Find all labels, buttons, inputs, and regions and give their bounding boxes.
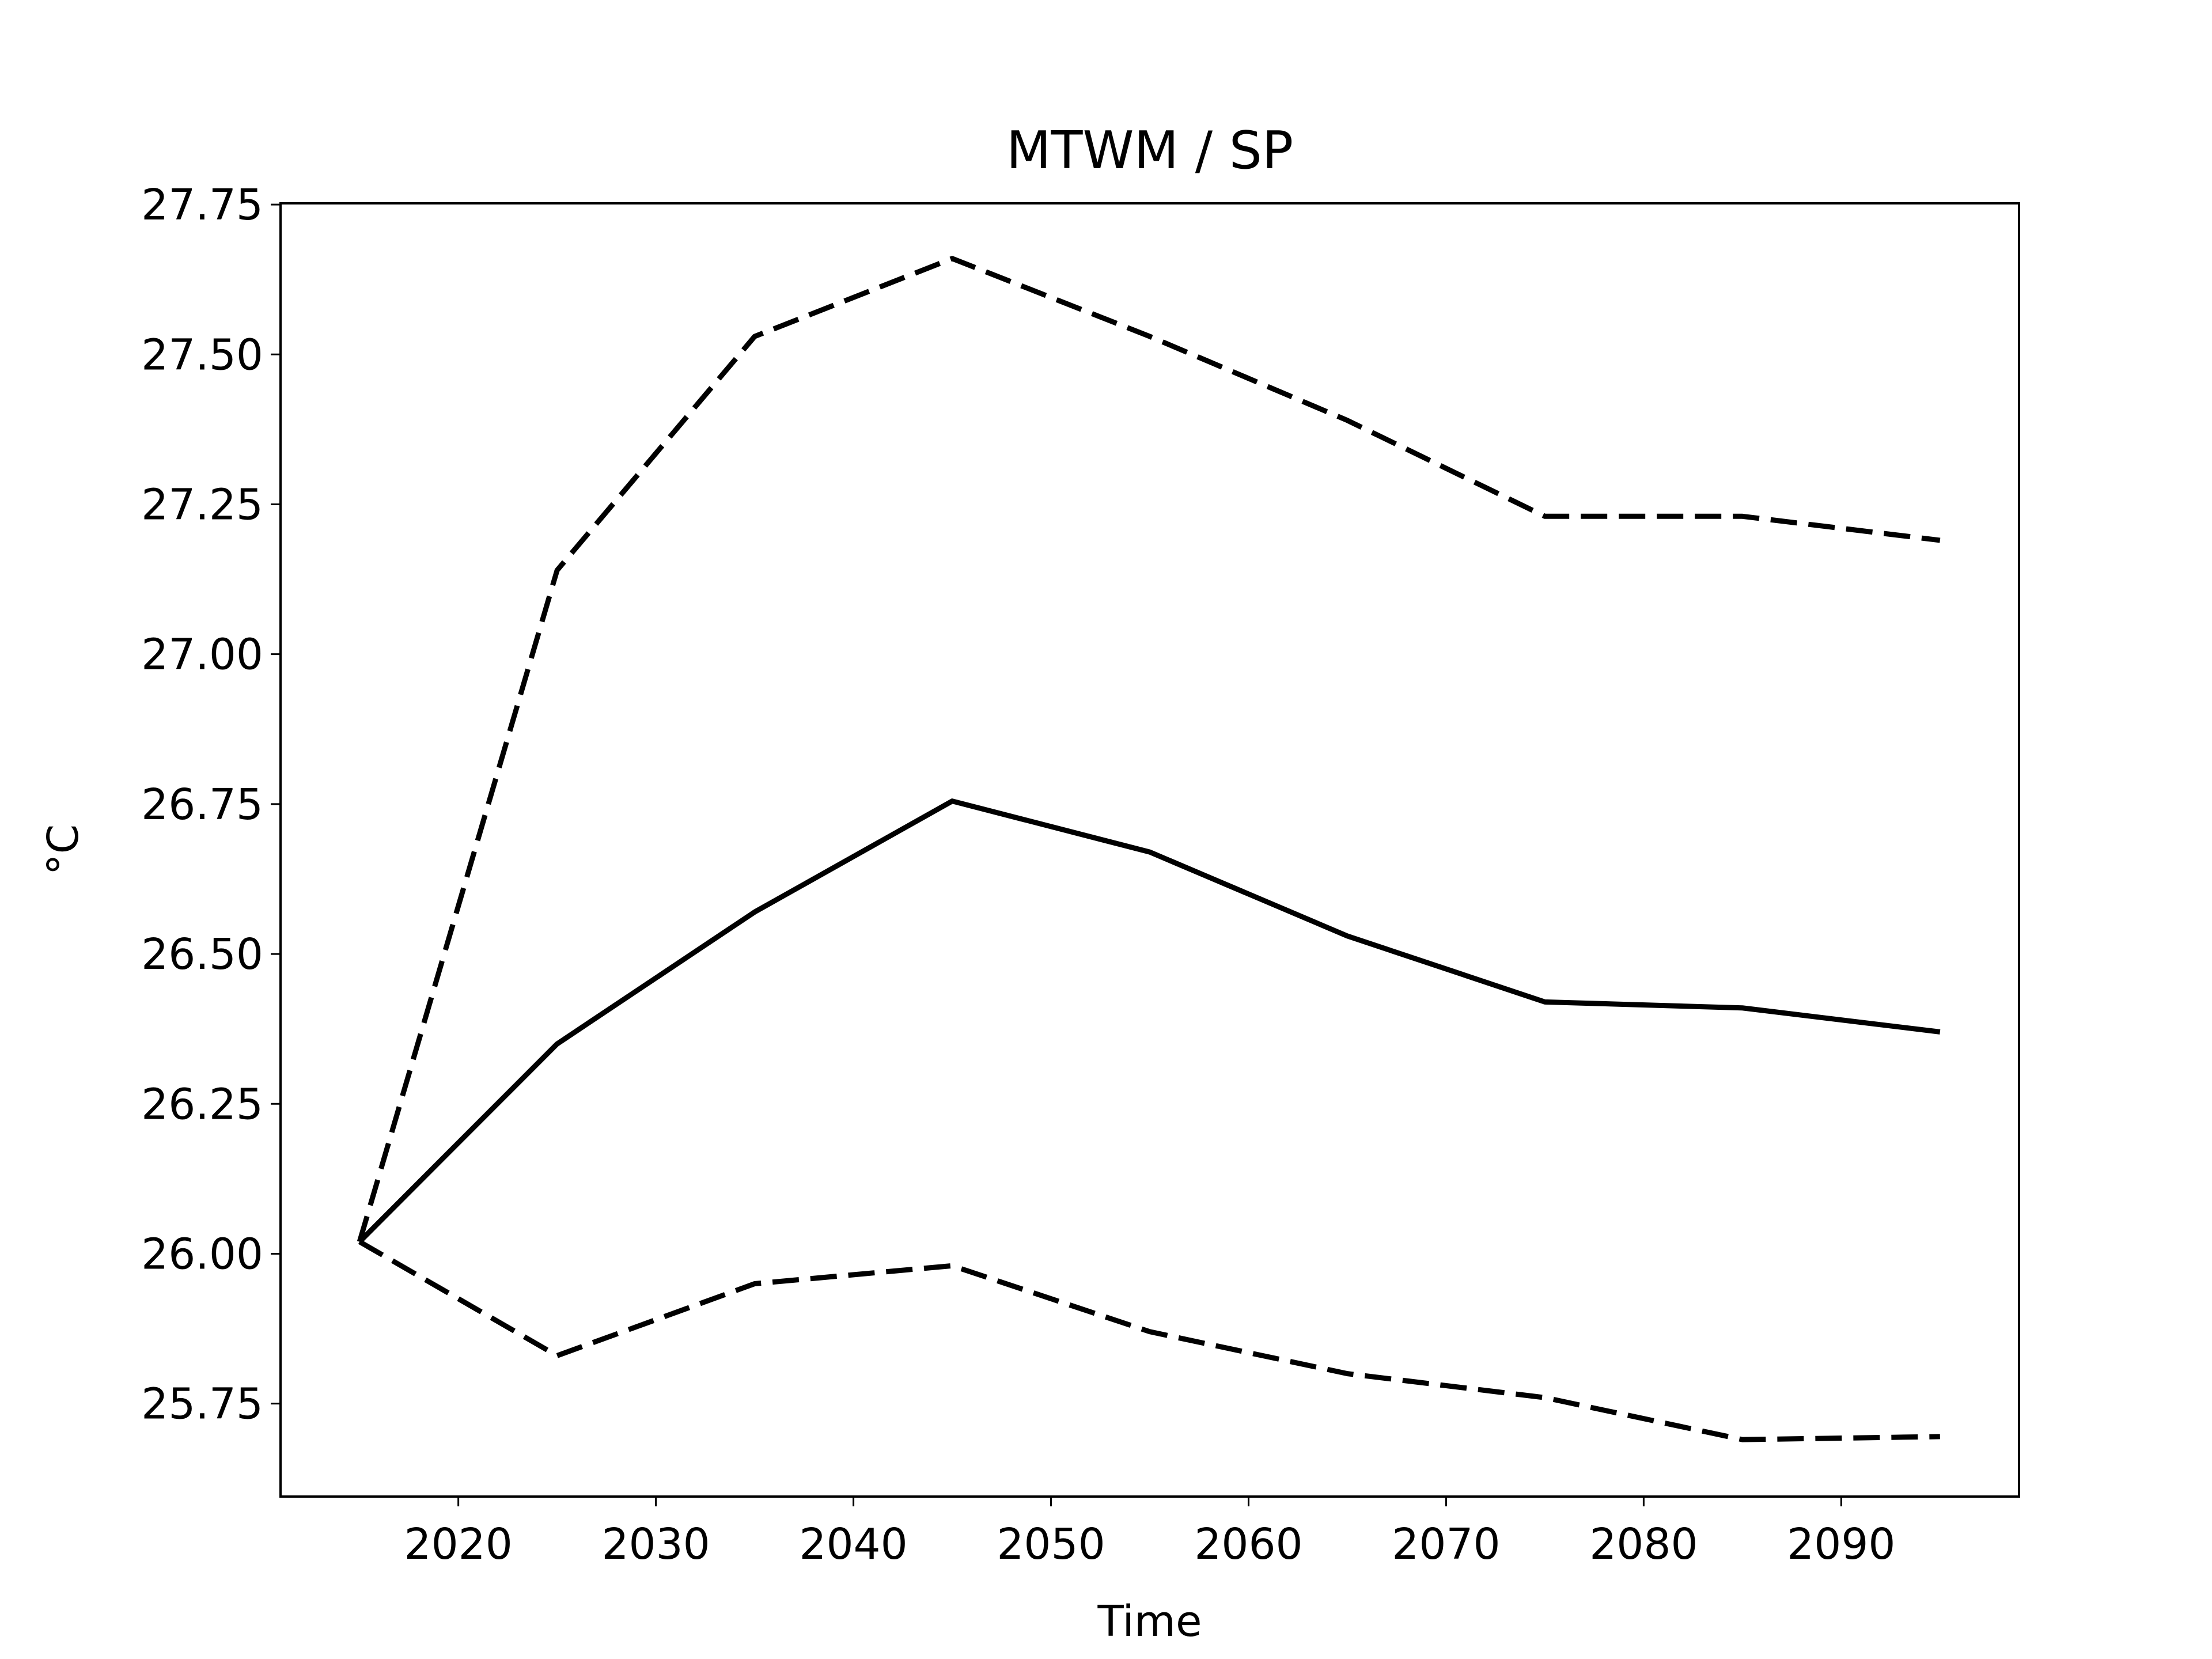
x-tick-label: 2020 — [404, 1520, 512, 1569]
y-tick-label: 27.50 — [141, 330, 263, 380]
y-tick-label: 25.75 — [141, 1380, 263, 1429]
y-axis-label: °C — [39, 824, 88, 876]
y-tick-label: 26.25 — [141, 1080, 263, 1129]
y-tick-label: 27.75 — [141, 180, 263, 230]
y-tick-label: 27.25 — [141, 480, 263, 529]
x-tick-label: 2080 — [1589, 1520, 1698, 1569]
x-tick-label: 2070 — [1392, 1520, 1500, 1569]
chart-title: MTWM / SP — [1006, 120, 1293, 181]
x-axis-label: Time — [1097, 1597, 1202, 1646]
series-line — [357, 256, 1941, 1243]
x-tick-label: 2040 — [799, 1520, 907, 1569]
x-tick-label: 2090 — [1787, 1520, 1895, 1569]
y-tick-label: 26.00 — [141, 1229, 263, 1279]
y-tick-label: 26.50 — [141, 930, 263, 979]
x-tick-label: 2050 — [997, 1520, 1105, 1569]
x-tick-label: 2030 — [601, 1520, 710, 1569]
y-tick-label: 27.00 — [141, 630, 263, 680]
x-tick-label: 2060 — [1194, 1520, 1302, 1569]
series-line — [357, 798, 1941, 1244]
plot-frame — [279, 202, 2020, 1498]
series-line — [358, 1239, 1940, 1442]
y-tick-label: 26.75 — [141, 780, 263, 830]
